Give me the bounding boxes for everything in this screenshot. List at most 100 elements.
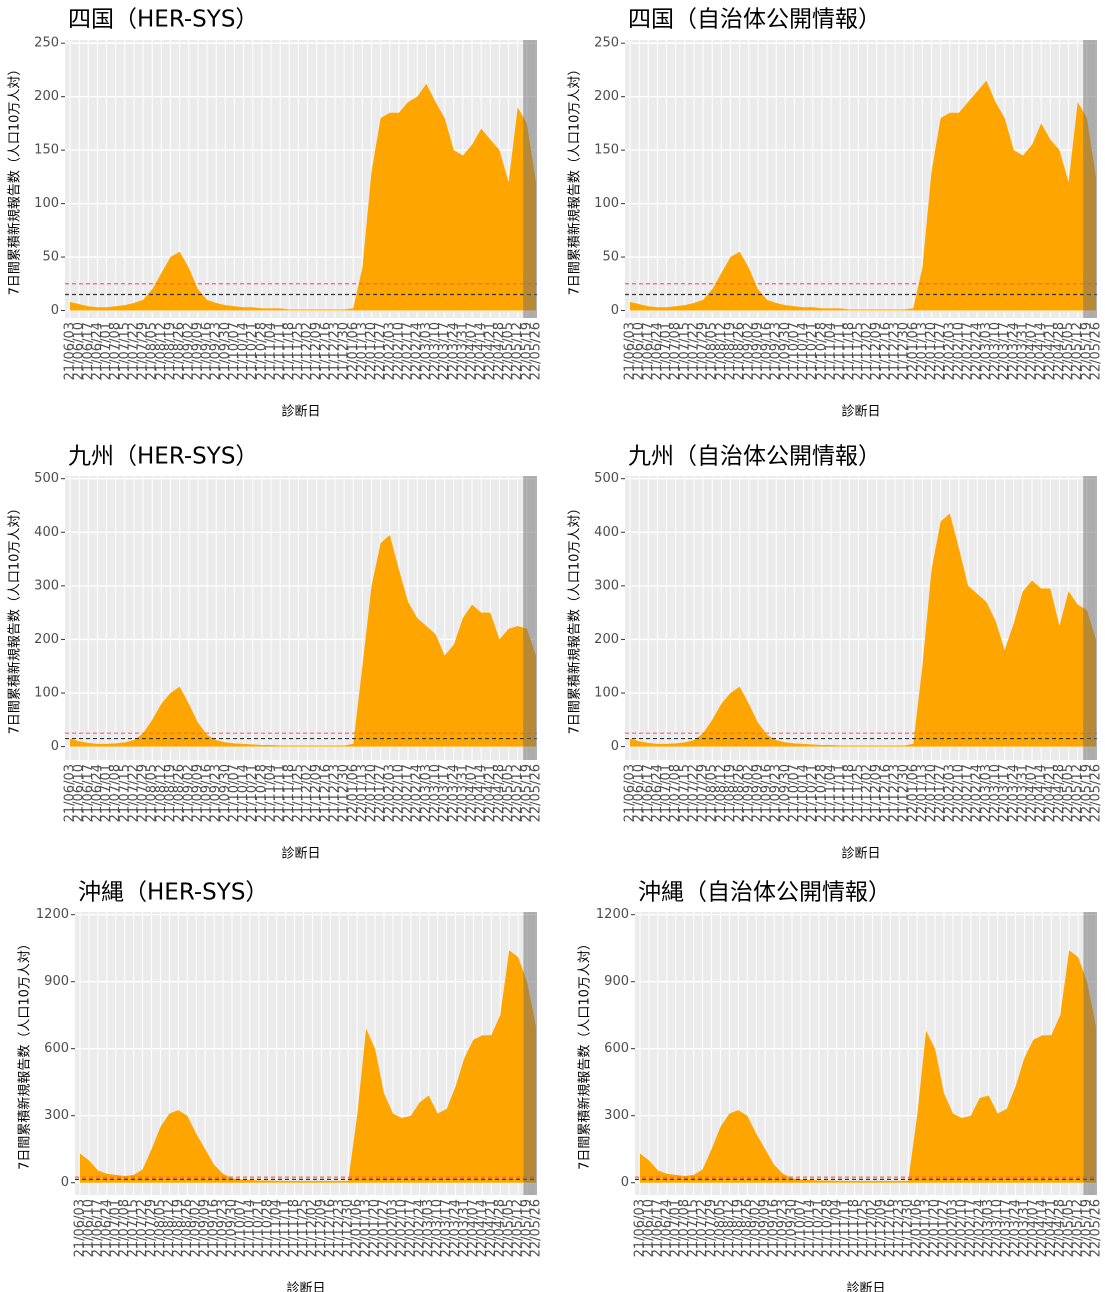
x-tick-label: 22/05/19 (1080, 1199, 1095, 1257)
x-tick-label: 21/08/19 (171, 1199, 186, 1257)
x-tick-label: 21/11/11 (838, 1199, 853, 1257)
x-tick-label: 21/09/30 (778, 322, 793, 380)
x-tick-label: 22/03/24 (1006, 322, 1021, 380)
x-tick-label: 21/11/04 (829, 1199, 844, 1257)
x-tick-label: 22/04/21 (1044, 1199, 1059, 1257)
x-tick-label: 22/02/17 (961, 322, 976, 380)
x-tick-label: 22/05/12 (510, 764, 525, 822)
x-tick-label: 21/10/07 (787, 764, 802, 822)
chart-title: 四国（自治体公開情報） (628, 7, 881, 33)
panel: 九州（自治体公開情報） 21/06/0321/06/1021/06/1721/06… (567, 444, 1104, 862)
x-tick-label: 22/02/24 (970, 764, 985, 822)
area (630, 80, 1096, 311)
x-tick-label: 22/03/03 (979, 764, 994, 822)
y-tick-label: 150 (594, 143, 619, 158)
y-axis-title: 7日間累積新規報告数（人口10万人対） (17, 937, 33, 1170)
x-tick-label: 21/08/05 (713, 1199, 728, 1257)
y-tick-label: 500 (34, 471, 59, 486)
y-axis-title: 7日間累積新規報告数（人口10万人対） (7, 63, 23, 296)
x-tick-label: 21/09/23 (776, 1199, 791, 1257)
x-tick-label: 21/12/23 (892, 1199, 907, 1257)
x-tick-label: 21/08/19 (723, 764, 738, 822)
x-tick-label: 22/01/06 (346, 322, 361, 380)
x-tick-label: 21/07/08 (117, 1199, 132, 1257)
x-tick-label: 21/09/23 (209, 764, 224, 822)
x-tick-label: 21/08/19 (731, 1199, 746, 1257)
y-tick-label: 400 (34, 525, 59, 540)
x-tick-label: 21/12/09 (874, 1199, 889, 1257)
x-tick-label: 22/03/31 (1015, 322, 1030, 380)
x-tick-label: 21/06/17 (90, 1199, 105, 1257)
x-tick-label: 22/03/17 (997, 322, 1012, 380)
y-tick-label: 600 (44, 1041, 69, 1056)
x-tick-label: 22/05/12 (1070, 764, 1085, 822)
x-tick-label: 21/07/01 (108, 1199, 123, 1257)
x-tick-label: 22/01/13 (355, 764, 370, 822)
x-tick-label: 22/04/28 (493, 1199, 508, 1257)
x-tick-label: 21/08/26 (172, 322, 187, 380)
x-tick-label: 21/09/09 (758, 1199, 773, 1257)
y-tick-label: 0 (51, 739, 59, 754)
x-tick-label: 22/03/10 (428, 322, 443, 380)
shaded-region (523, 476, 537, 760)
x-tick-label: 21/07/15 (686, 1199, 701, 1257)
x-tick-label: 22/05/19 (519, 322, 534, 380)
x-tick-label: 22/01/20 (928, 1199, 943, 1257)
x-tick-label: 21/07/08 (668, 764, 683, 822)
x-tick-label: 21/09/30 (218, 322, 233, 380)
x-tick-label: 21/10/21 (245, 322, 260, 380)
x-tick-label: 21/08/12 (714, 322, 729, 380)
x-tick-label: 21/09/23 (216, 1199, 231, 1257)
x-tick-label: 21/12/30 (901, 1199, 916, 1257)
y-tick-label: 50 (602, 250, 619, 265)
y-axis-title: 7日間累積新規報告数（人口10万人対） (7, 502, 23, 735)
x-tick-label: 22/05/19 (520, 1199, 535, 1257)
x-tick-label: 21/10/21 (251, 1199, 266, 1257)
x-tick-label: 22/02/17 (401, 764, 416, 822)
x-tick-label: 21/12/02 (860, 322, 875, 380)
x-tick-label: 21/06/17 (81, 322, 96, 380)
x-tick-label: 21/06/10 (632, 322, 647, 380)
x-tick-label: 21/12/02 (865, 1199, 880, 1257)
x-tick-label: 21/08/05 (705, 764, 720, 822)
x-tick-label: 22/03/24 (446, 322, 461, 380)
x-tick-label: 21/12/09 (869, 322, 884, 380)
x-tick-label: 21/06/24 (90, 764, 105, 822)
x-tick-label: 22/01/13 (355, 322, 370, 380)
x-tick-label: 22/02/10 (951, 764, 966, 822)
y-tick-label: 200 (34, 89, 59, 104)
y-tick-label: 900 (44, 974, 69, 989)
x-tick-label: 21/12/02 (305, 1199, 320, 1257)
x-tick-label: 22/01/27 (373, 322, 388, 380)
x-tick-label: 22/03/03 (419, 764, 434, 822)
x-tick-label: 21/07/29 (136, 764, 151, 822)
x-tick-label: 22/04/21 (1043, 764, 1058, 822)
x-tick-label: 21/09/16 (200, 322, 215, 380)
x-tick-label: 21/11/18 (847, 1199, 862, 1257)
y-tick-label: 400 (594, 525, 619, 540)
x-tick-label: 21/12/02 (300, 764, 315, 822)
x-tick-label: 22/04/14 (1034, 764, 1049, 822)
x-tick-label: 22/04/14 (474, 764, 489, 822)
x-tick-label: 22/04/07 (1025, 322, 1040, 380)
x-tick-label: 22/03/24 (448, 1199, 463, 1257)
x-tick-label: 21/06/10 (72, 764, 87, 822)
x-tick-label: 21/07/01 (668, 1199, 683, 1257)
x-tick-label: 22/03/17 (437, 322, 452, 380)
x-tick-label: 22/04/07 (465, 764, 480, 822)
x-tick-label: 21/09/02 (189, 1199, 204, 1257)
x-tick-label: 21/08/12 (162, 1199, 177, 1257)
x-tick-label: 21/06/10 (72, 322, 87, 380)
x-tick-label: 22/05/05 (501, 322, 516, 380)
x-tick-label: 22/04/07 (1025, 764, 1040, 822)
x-tick-label: 21/07/22 (126, 764, 141, 822)
x-tick-label: 21/08/19 (163, 764, 178, 822)
x-tick-label: 21/09/16 (207, 1199, 222, 1257)
x-tick-label: 22/03/17 (997, 764, 1012, 822)
x-tick-label: 22/02/17 (961, 764, 976, 822)
x-tick-label: 21/12/02 (300, 322, 315, 380)
shaded-region (523, 912, 537, 1195)
x-tick-label: 21/12/09 (314, 1199, 329, 1257)
x-tick-label: 21/10/28 (254, 764, 269, 822)
